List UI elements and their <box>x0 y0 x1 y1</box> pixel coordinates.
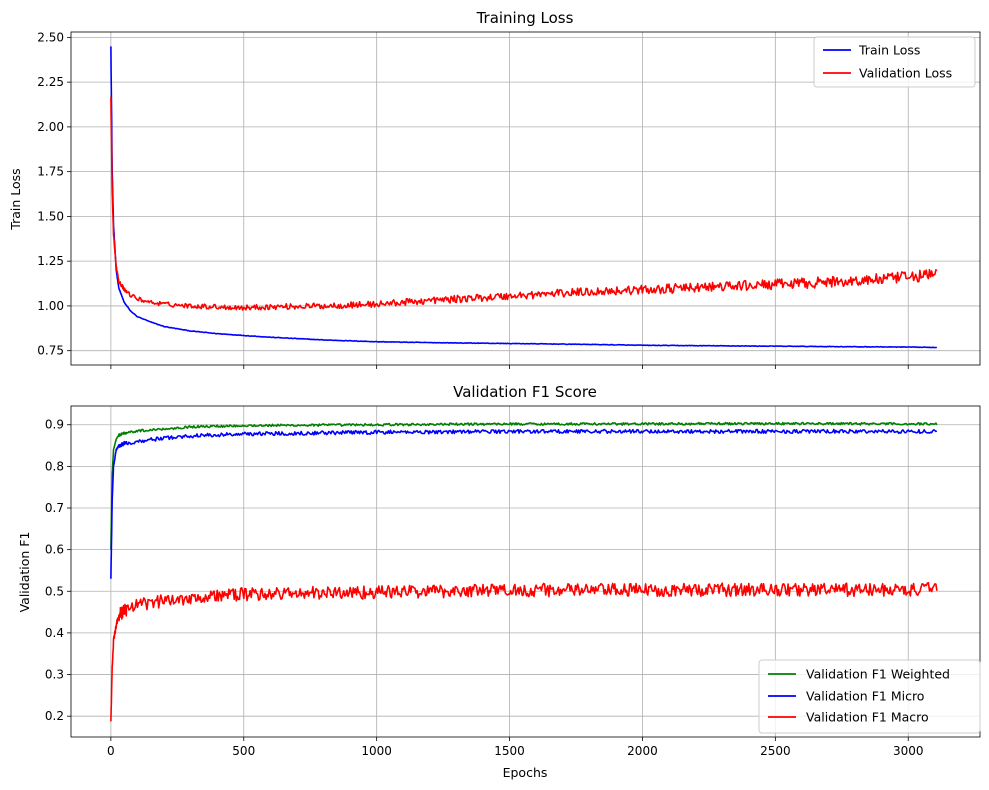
series-group <box>110 46 938 349</box>
x-tick-label: 1000 <box>361 744 392 758</box>
legend-label-f1-macro: Validation F1 Macro <box>806 710 929 725</box>
y-ticks: 0.75 1.00 1.25 1.50 1.75 2.00 2.25 2.50 <box>37 30 71 358</box>
x-tick-label: 3000 <box>893 744 924 758</box>
x-ticks: 0 500 1000 1500 2000 2500 3000 <box>107 737 924 758</box>
y-tick-label: 0.75 <box>37 344 64 358</box>
y-tick-label: 0.5 <box>45 584 64 598</box>
validation-f1-axes: Validation F1 Score Validation F1 Epochs… <box>17 383 981 780</box>
legend: Validation F1 Weighted Validation F1 Mic… <box>758 659 981 734</box>
legend-box <box>813 36 976 88</box>
series-group <box>110 421 938 722</box>
series-line-validation-f1-micro <box>110 428 938 579</box>
legend: Train Loss Validation Loss <box>813 36 976 88</box>
y-axis-label: Train Loss <box>8 168 23 230</box>
x-tick-label: 2000 <box>627 744 658 758</box>
y-tick-label: 2.00 <box>37 120 64 134</box>
y-tick-label: 0.6 <box>45 543 64 557</box>
training-loss-axes: Training Loss Train Loss 0.75 1.00 1.25 1.5… <box>8 9 981 369</box>
y-tick-label: 1.25 <box>37 254 64 268</box>
y-tick-label: 0.9 <box>45 418 64 432</box>
y-tick-label: 1.50 <box>37 209 64 223</box>
legend-label-f1-micro: Validation F1 Micro <box>806 689 924 704</box>
legend-label-train-loss: Train Loss <box>858 43 920 58</box>
y-ticks: 0.2 0.3 0.4 0.5 0.6 0.7 0.8 0.9 <box>45 418 71 723</box>
y-tick-label: 2.50 <box>37 30 64 44</box>
y-tick-label: 0.2 <box>45 709 64 723</box>
legend-label-f1-weighted: Validation F1 Weighted <box>806 667 950 682</box>
x-tick-label: 2500 <box>760 744 791 758</box>
y-tick-label: 0.3 <box>45 668 64 682</box>
y-axis-label: Validation F1 <box>17 532 32 613</box>
x-tick-label: 1500 <box>494 744 525 758</box>
chart-title: Validation F1 Score <box>453 383 597 401</box>
y-tick-label: 0.8 <box>45 459 64 473</box>
x-axis-label: Epochs <box>503 765 548 780</box>
x-tick-label: 0 <box>107 744 115 758</box>
y-tick-label: 0.7 <box>45 501 64 515</box>
y-tick-label: 1.00 <box>37 299 64 313</box>
chart-title: Training Loss <box>476 9 574 27</box>
axes-frame <box>70 405 981 738</box>
series-line-validation-loss <box>110 96 938 311</box>
y-tick-label: 2.25 <box>37 75 64 89</box>
series-line-validation-f1-macro <box>110 581 938 722</box>
axes-frame <box>70 31 981 366</box>
y-tick-label: 0.4 <box>45 626 64 640</box>
legend-label-validation-loss: Validation Loss <box>859 66 952 81</box>
legend-box <box>758 659 981 734</box>
series-line-validation-f1-weighted <box>110 421 938 550</box>
x-ticks <box>110 365 909 369</box>
x-tick-label: 500 <box>232 744 255 758</box>
y-tick-label: 1.75 <box>37 165 64 179</box>
series-line-train-loss <box>110 46 937 349</box>
